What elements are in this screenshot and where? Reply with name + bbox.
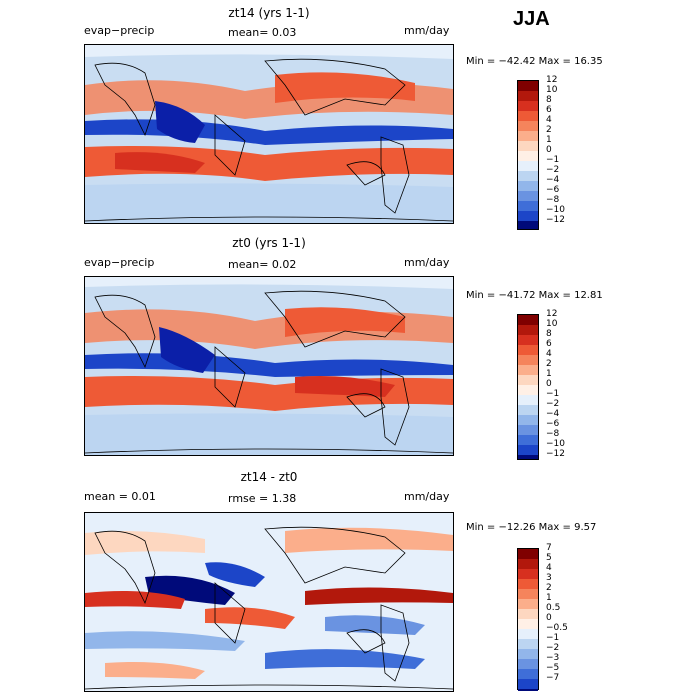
colorbar-tick: −8: [546, 429, 560, 439]
colorbar-tick: 10: [546, 85, 558, 95]
colorbar-tick: −5: [546, 663, 560, 673]
colorbar-tick: −7: [546, 673, 560, 683]
colorbar-tick: 5: [546, 553, 552, 563]
panel-3-map: [84, 512, 454, 692]
season-label: JJA: [513, 8, 550, 30]
colorbar-tick: 0.5: [546, 603, 561, 613]
panel-1-minmax: Min = −42.42 Max = 16.35: [466, 56, 603, 67]
colorbar-tick: 0: [546, 613, 552, 623]
panel-2-units: mm/day: [404, 256, 450, 269]
panel-1-mean: mean= 0.03: [228, 26, 297, 39]
colorbar-tick: 12: [546, 309, 558, 319]
colorbar-tick: 4: [546, 115, 552, 125]
colorbar-tick: 1: [546, 135, 552, 145]
colorbar-tick: −8: [546, 195, 560, 205]
colorbar-tick: 3: [546, 573, 552, 583]
panel-1-map: [84, 44, 454, 224]
panel-2-title: zt0 (yrs 1-1): [232, 236, 306, 250]
colorbar-tick: 0: [546, 379, 552, 389]
colorbar-tick: 2: [546, 359, 552, 369]
colorbar-tick: 6: [546, 339, 552, 349]
colorbar-tick: −6: [546, 419, 560, 429]
colorbar-tick: −10: [546, 439, 565, 449]
colorbar-tick: −1: [546, 155, 560, 165]
colorbar-tick: 8: [546, 329, 552, 339]
panel-1-colorbar: [517, 80, 539, 230]
panel-2-minmax: Min = −41.72 Max = 12.81: [466, 290, 603, 301]
panel-1-units: mm/day: [404, 24, 450, 37]
panel-3-mean: mean = 0.01: [84, 490, 156, 503]
colorbar-tick: 2: [546, 583, 552, 593]
colorbar-tick: −2: [546, 643, 560, 653]
colorbar-tick: −10: [546, 205, 565, 215]
panel-3-minmax: Min = −12.26 Max = 9.57: [466, 522, 597, 533]
panel-2-mean: mean= 0.02: [228, 258, 297, 271]
colorbar-tick: 2: [546, 125, 552, 135]
colorbar-tick: 4: [546, 563, 552, 573]
panel-2-map: [84, 276, 454, 456]
colorbar-tick: −12: [546, 215, 565, 225]
colorbar-tick: 1: [546, 369, 552, 379]
panel-3-colorbar: [517, 548, 539, 691]
panel-2-left-label: evap−precip: [84, 256, 155, 269]
colorbar-tick: −2: [546, 165, 560, 175]
panel-1-left-label: evap−precip: [84, 24, 155, 37]
colorbar-tick: −0.5: [546, 623, 568, 633]
panel-2-colorbar: [517, 314, 539, 460]
colorbar-tick: −4: [546, 409, 560, 419]
colorbar-tick: 6: [546, 105, 552, 115]
colorbar-tick: −6: [546, 185, 560, 195]
colorbar-tick: −1: [546, 389, 560, 399]
colorbar-tick: −4: [546, 175, 560, 185]
colorbar-tick: −1: [546, 633, 560, 643]
colorbar-tick: 4: [546, 349, 552, 359]
panel-3-units: mm/day: [404, 490, 450, 503]
colorbar-tick: 8: [546, 95, 552, 105]
panel-3-title: zt14 - zt0: [240, 470, 298, 484]
panel-3-rmse: rmse = 1.38: [228, 492, 297, 505]
colorbar-tick: 12: [546, 75, 558, 85]
colorbar-tick: 1: [546, 593, 552, 603]
colorbar-tick: −2: [546, 399, 560, 409]
colorbar-tick: 0: [546, 145, 552, 155]
colorbar-tick: −3: [546, 653, 560, 663]
colorbar-tick: −12: [546, 449, 565, 459]
colorbar-tick: 10: [546, 319, 558, 329]
panel-1-title: zt14 (yrs 1-1): [228, 6, 310, 20]
colorbar-tick: 7: [546, 543, 552, 553]
